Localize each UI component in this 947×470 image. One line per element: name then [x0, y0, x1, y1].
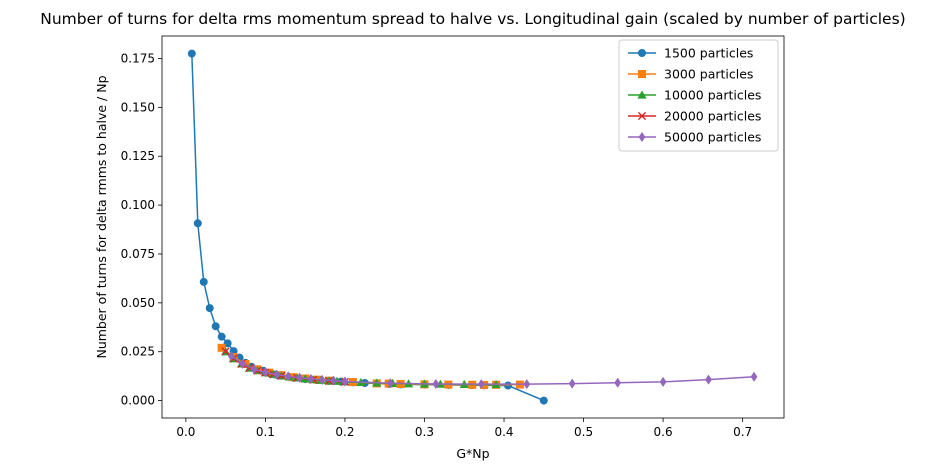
- data-point: [386, 378, 394, 389]
- y-tick-label: 0.175: [121, 51, 155, 65]
- data-point: [205, 304, 214, 313]
- data-point: [477, 379, 485, 390]
- data-point: [217, 332, 226, 341]
- legend-marker: [638, 49, 646, 57]
- x-tick-label: 0.6: [654, 425, 673, 439]
- data-point: [318, 374, 326, 385]
- data-point: [296, 372, 303, 383]
- x-tick-label: 0.2: [335, 425, 354, 439]
- data-point: [750, 371, 758, 382]
- data-point: [432, 378, 440, 389]
- y-tick-label: 0.150: [121, 100, 155, 114]
- legend-marker: [638, 132, 646, 142]
- data-point: [341, 376, 349, 387]
- data-point: [217, 343, 226, 352]
- y-axis: 0.000 0.025 0.050 0.075 0.100 0.125 0.150 0.175: [121, 51, 162, 408]
- data-point: [568, 378, 576, 389]
- legend-item: 10000 particles: [628, 88, 761, 103]
- data-point: [539, 396, 548, 405]
- x-axis-label: G*Np: [456, 446, 489, 461]
- legend-marker: [637, 90, 647, 99]
- axes-frame: [161, 35, 785, 419]
- y-axis-label: Number of turns for delta rmms to halve …: [94, 75, 109, 358]
- legend-label: 1500 particles: [664, 46, 753, 61]
- legend-item: 1500 particles: [628, 46, 753, 61]
- data-point: [187, 49, 196, 58]
- series-line: [221, 347, 520, 386]
- data-point: [659, 376, 667, 387]
- x-tick-label: 0.1: [256, 425, 275, 439]
- legend-item: 50000 particles: [628, 130, 761, 145]
- x-tick-label: 0.4: [494, 425, 513, 439]
- legend-item: 20000 particles: [628, 109, 761, 124]
- x-tick-label: 0.3: [415, 425, 434, 439]
- x-axis: 0.0 0.1 0.2 0.3 0.4 0.5 0.6 0.7: [176, 418, 752, 439]
- legend-marker: [637, 111, 647, 121]
- series-line: [191, 53, 545, 402]
- legend: 1500 particles 3000 particles 10000 partic…: [618, 39, 779, 152]
- data-point: [614, 377, 622, 388]
- y-tick-label: 0.050: [121, 296, 155, 310]
- legend-box: [618, 39, 779, 152]
- legend-label: 50000 particles: [664, 130, 761, 145]
- data-point: [199, 277, 208, 286]
- data-point: [503, 381, 512, 390]
- x-tick-label: 0.7: [733, 425, 752, 439]
- data-point: [227, 351, 235, 362]
- data-point: [273, 369, 281, 380]
- y-tick-label: 0.125: [121, 149, 155, 163]
- y-tick-label: 0.075: [121, 247, 155, 261]
- data-point: [330, 375, 337, 386]
- y-tick-label: 0.000: [121, 394, 155, 408]
- y-tick-label: 0.025: [121, 345, 155, 359]
- data-point: [705, 374, 712, 385]
- data-point: [239, 358, 247, 369]
- data-point: [211, 322, 220, 331]
- legend-label: 3000 particles: [664, 67, 753, 82]
- data-point: [250, 364, 258, 375]
- data-point: [307, 373, 315, 384]
- data-point: [523, 379, 531, 390]
- data-point: [193, 219, 202, 228]
- x-tick-label: 0.5: [574, 425, 593, 439]
- series-1: [187, 49, 548, 405]
- data-point: [262, 367, 269, 378]
- chart-title: Number of turns for delta rms momentum s…: [40, 10, 905, 28]
- series-5: [227, 351, 758, 390]
- data-point: [284, 371, 292, 382]
- x-tick-label: 0.0: [176, 425, 195, 439]
- legend-label: 20000 particles: [664, 109, 761, 124]
- data-point: [221, 347, 230, 356]
- legend-item: 3000 particles: [628, 67, 753, 82]
- series-layer: [187, 49, 758, 405]
- legend-label: 10000 particles: [664, 88, 761, 103]
- legend-marker: [638, 70, 646, 78]
- plot-area: [187, 49, 758, 405]
- y-tick-label: 0.100: [121, 198, 155, 212]
